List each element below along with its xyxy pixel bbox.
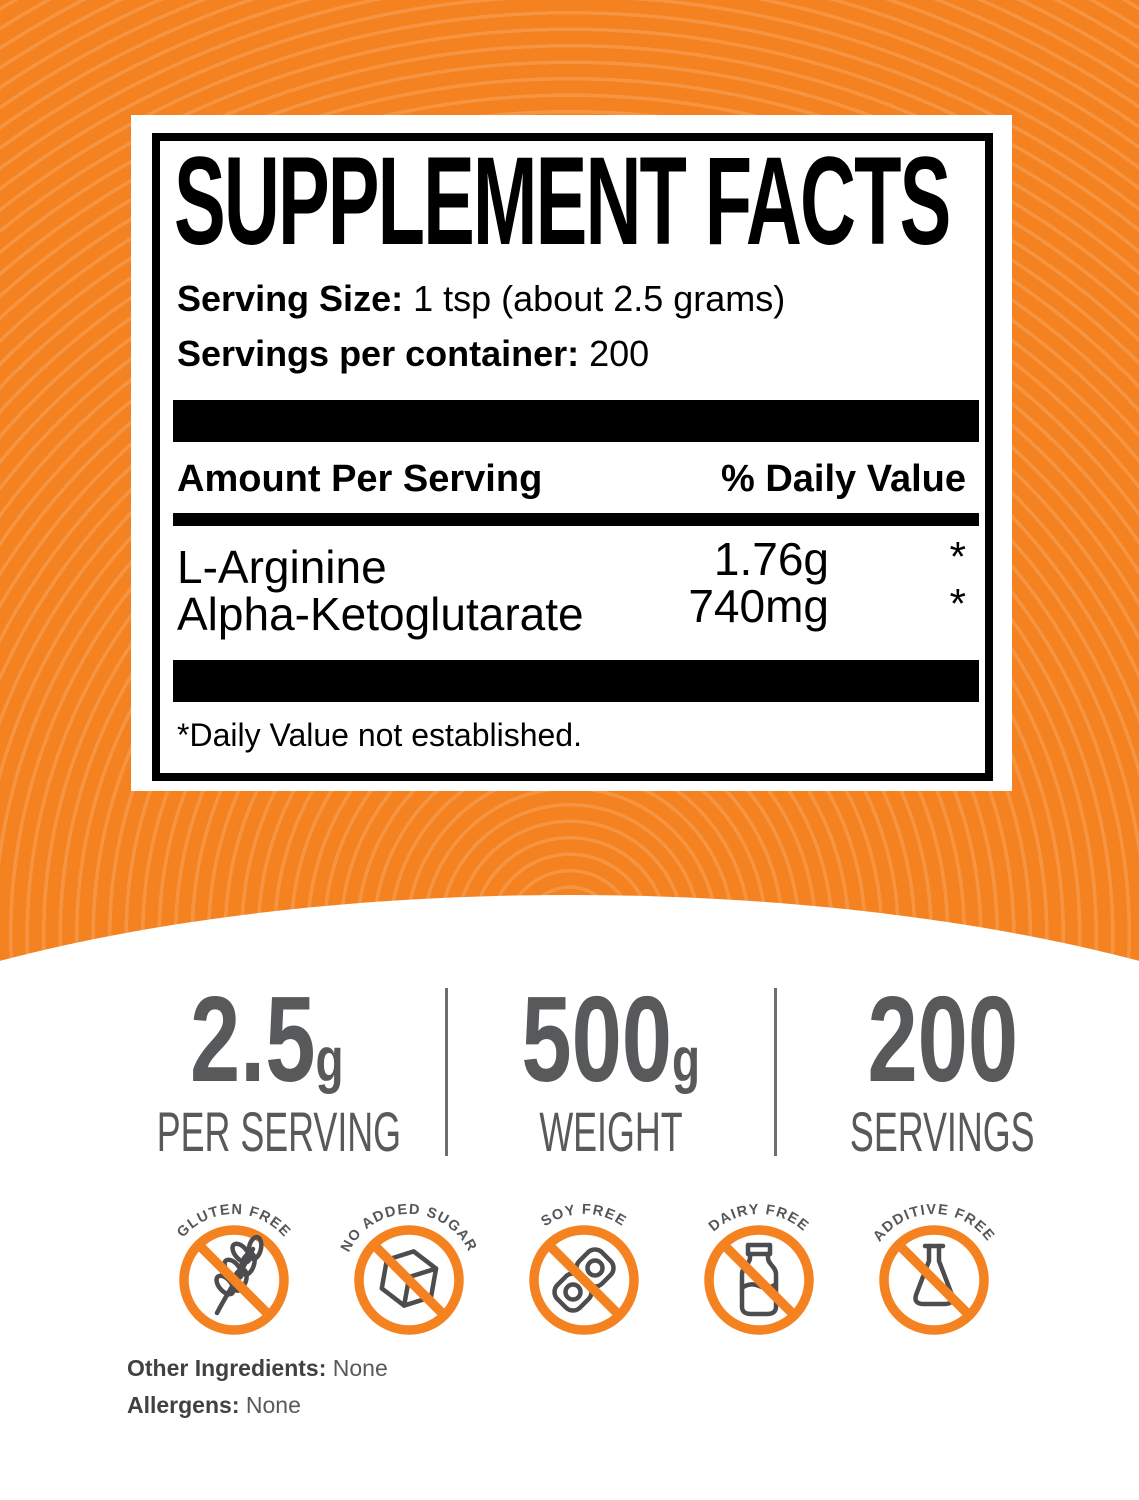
stat-label: PER SERVING — [156, 1100, 402, 1163]
daily-value-footnote: *Daily Value not established. — [177, 717, 582, 753]
stat-unit: g — [672, 1026, 701, 1095]
stats-row: 2.5g PER SERVING 500g WEIGHT 200 SERVING… — [88, 978, 1108, 1160]
ingredient-name-line1: L-Arginine — [177, 541, 387, 593]
serving-size-value: 1 tsp (about 2.5 grams) — [413, 278, 786, 319]
servings-per-container-value: 200 — [589, 333, 650, 374]
stat-unit: g — [315, 1026, 344, 1095]
prohibition-slash — [895, 1241, 973, 1319]
daily-value-header: % Daily Value — [720, 458, 966, 500]
white-bottom-section — [0, 1185, 1139, 1500]
prohibition-ring — [879, 1225, 989, 1335]
black-divider-bar-bottom — [173, 660, 979, 702]
stat-label: WEIGHT — [539, 1100, 683, 1163]
allergens-value: None — [245, 1391, 301, 1418]
stat-per-serving: 2.5g PER SERVING — [88, 978, 445, 1160]
other-ingredients-label: Other Ingredients: — [127, 1355, 327, 1381]
prohibition-slash — [195, 1241, 273, 1319]
daily-value-asterisk-1: * — [949, 533, 966, 580]
facts-border-box — [152, 133, 993, 781]
badge-arc-label: GLUTEN FREE — [174, 1202, 294, 1241]
badge-arc-label: ADDITIVE FREE — [870, 1202, 998, 1245]
ingredient-amount-1: 1.76g — [713, 533, 829, 585]
footer: Other Ingredients: None Allergens: None — [127, 1350, 388, 1424]
serving-size-label: Serving Size: — [177, 278, 404, 319]
stats-divider — [445, 988, 448, 1156]
servings-per-container-line: Servings per container: 200 — [177, 334, 649, 374]
badge-no-added-sugar: NO ADDED SUGAR — [334, 1175, 484, 1340]
prohibition-slash — [370, 1241, 448, 1319]
supplement-facts-panel: SUPPLEMENT FACTS Serving Size: 1 tsp (ab… — [131, 115, 1012, 791]
serving-size-line: Serving Size: 1 tsp (about 2.5 grams) — [177, 279, 785, 319]
stat-label: SERVINGS — [850, 1100, 1035, 1163]
thick-rule — [173, 513, 979, 526]
badge-dairy-free: DAIRY FREE — [684, 1175, 834, 1340]
soybean-icon — [552, 1247, 616, 1313]
servings-per-container-label: Servings per container: — [177, 333, 580, 374]
prohibition-slash — [545, 1241, 623, 1319]
stat-value: 200 — [777, 978, 1108, 1100]
stats-divider — [774, 988, 777, 1156]
prohibition-ring — [704, 1225, 814, 1335]
allergens-label: Allergens: — [127, 1391, 240, 1418]
other-ingredients-value: None — [332, 1355, 388, 1381]
free-from-badges-row: GLUTEN FREE NO ADDED SUGAR — [159, 1175, 1009, 1340]
badge-additive-free: ADDITIVE FREE — [859, 1175, 1009, 1340]
stat-number: 500 — [521, 971, 673, 1107]
prohibition-ring — [179, 1225, 289, 1335]
prohibition-ring — [354, 1225, 464, 1335]
stat-number: 200 — [867, 971, 1018, 1107]
stat-value: 500g — [448, 978, 774, 1100]
badge-soy-free: SOY FREE — [509, 1175, 659, 1340]
stat-servings: 200 SERVINGS — [777, 978, 1108, 1160]
amount-per-serving-header: Amount Per Serving — [177, 458, 543, 500]
daily-value-asterisk-2: * — [949, 580, 966, 627]
ingredient-name-line2: Alpha-Ketoglutarate — [177, 588, 584, 640]
stat-value: 2.5g — [88, 978, 445, 1100]
panel-title: SUPPLEMENT FACTS — [174, 132, 951, 271]
prohibition-slash — [720, 1241, 798, 1319]
black-divider-bar-top — [173, 400, 979, 442]
allergens-line: Allergens: None — [127, 1387, 388, 1424]
other-ingredients-line: Other Ingredients: None — [127, 1350, 388, 1387]
prohibition-ring — [529, 1225, 639, 1335]
white-curve-section — [0, 895, 1139, 1195]
ingredient-amount-2: 740mg — [688, 580, 829, 632]
badge-gluten-free: GLUTEN FREE — [159, 1175, 309, 1340]
stat-weight: 500g WEIGHT — [448, 978, 774, 1160]
stat-number: 2.5 — [189, 971, 316, 1107]
